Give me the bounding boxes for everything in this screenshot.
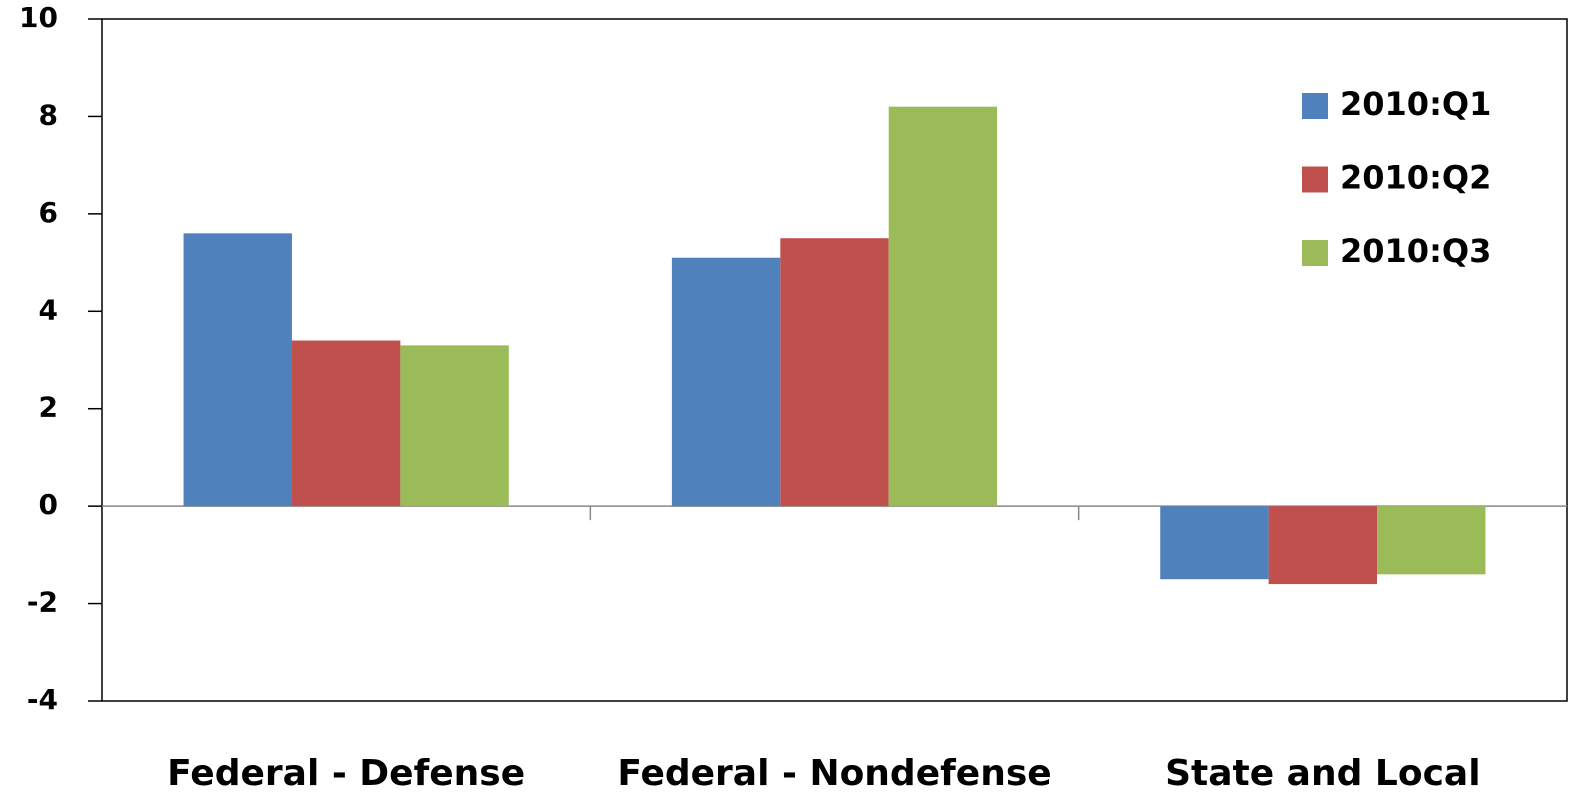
- y-tick-label: 8: [39, 98, 58, 131]
- legend-swatch: [1302, 240, 1328, 266]
- bar: [780, 238, 889, 507]
- x-tick-label: State and Local: [1165, 753, 1480, 794]
- legend-label: 2010:Q1: [1340, 85, 1491, 123]
- bar: [888, 106, 998, 507]
- y-tick-label: 4: [39, 293, 58, 326]
- bar: [183, 233, 292, 507]
- bar: [671, 257, 781, 507]
- y-tick-label: -4: [27, 683, 58, 716]
- y-tick-label: -2: [27, 586, 58, 619]
- bar: [1268, 506, 1378, 585]
- legend-label: 2010:Q2: [1340, 159, 1491, 197]
- x-tick-label: Federal - Nondefense: [617, 753, 1051, 794]
- y-tick-label: 0: [39, 488, 58, 521]
- bar: [291, 340, 401, 507]
- x-tick-label: Federal - Defense: [167, 753, 525, 794]
- bar: [1377, 506, 1486, 575]
- y-tick-label: 2: [39, 391, 58, 424]
- legend-swatch: [1302, 166, 1328, 193]
- plot-area: [101, 18, 1568, 702]
- y-tick-label: 10: [19, 1, 58, 34]
- legend-swatch: [1302, 93, 1328, 119]
- y-tick-label: 6: [39, 196, 58, 229]
- legend-label: 2010:Q3: [1340, 232, 1491, 270]
- bar: [400, 345, 509, 507]
- bar: [1160, 506, 1269, 580]
